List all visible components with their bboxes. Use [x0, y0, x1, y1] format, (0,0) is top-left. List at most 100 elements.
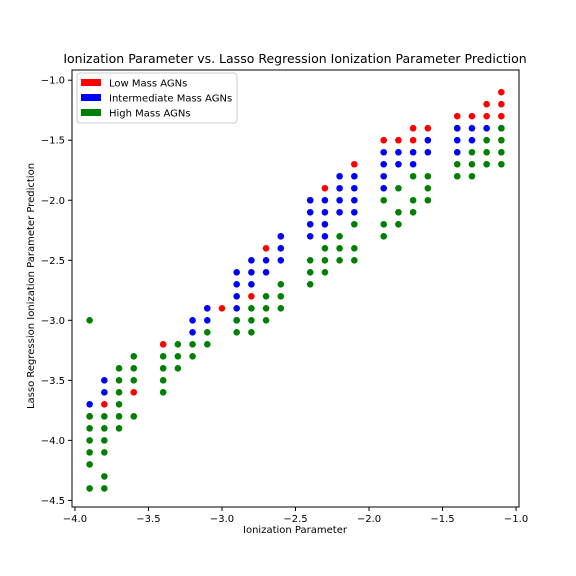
data-point	[86, 413, 93, 420]
y-tick-label: −1.5	[41, 136, 65, 147]
data-point	[498, 149, 505, 156]
data-point	[86, 317, 93, 324]
data-point	[278, 245, 285, 252]
data-point	[498, 161, 505, 168]
data-point	[160, 389, 167, 396]
y-tick-label: −2.5	[41, 256, 65, 267]
data-point	[278, 281, 285, 288]
data-point	[116, 365, 123, 372]
data-point	[498, 89, 505, 96]
data-point	[101, 449, 108, 456]
data-point	[483, 137, 490, 144]
data-point	[175, 365, 182, 372]
data-point	[410, 209, 417, 216]
y-tick-label: −2.0	[41, 196, 65, 207]
data-point	[307, 281, 314, 288]
data-point	[395, 161, 402, 168]
data-point	[101, 413, 108, 420]
data-point	[483, 113, 490, 120]
data-point	[233, 317, 240, 324]
x-tick-label: −1.0	[504, 514, 528, 525]
data-point	[233, 281, 240, 288]
data-point	[263, 305, 270, 312]
data-point	[160, 377, 167, 384]
data-point	[425, 137, 432, 144]
data-point	[425, 149, 432, 156]
data-point	[307, 269, 314, 276]
legend-swatch	[81, 79, 101, 86]
data-point	[454, 173, 461, 180]
data-point	[101, 437, 108, 444]
data-point	[116, 413, 123, 420]
y-axis-label: Lasso Regression Ionization Parameter Pr…	[26, 163, 37, 409]
legend-label: Intermediate Mass AGNs	[109, 94, 232, 105]
data-point	[278, 293, 285, 300]
data-point	[86, 401, 93, 408]
y-tick-label: −4.0	[41, 436, 65, 447]
data-point	[322, 233, 329, 240]
data-point	[116, 425, 123, 432]
data-point	[189, 341, 196, 348]
data-point	[483, 161, 490, 168]
x-tick-label: −1.5	[430, 514, 454, 525]
data-point	[175, 353, 182, 360]
data-point	[410, 173, 417, 180]
legend-label: Low Mass AGNs	[109, 79, 187, 90]
data-point	[278, 257, 285, 264]
data-point	[307, 257, 314, 264]
data-point	[469, 149, 476, 156]
data-point	[160, 341, 167, 348]
data-point	[116, 377, 123, 384]
data-point	[322, 269, 329, 276]
data-point	[130, 353, 137, 360]
data-point	[322, 245, 329, 252]
data-point	[189, 329, 196, 336]
data-point	[233, 329, 240, 336]
data-point	[322, 185, 329, 192]
data-point	[130, 413, 137, 420]
data-point	[351, 197, 358, 204]
data-point	[263, 293, 270, 300]
data-point	[498, 125, 505, 132]
data-point	[86, 437, 93, 444]
data-point	[410, 197, 417, 204]
data-point	[351, 245, 358, 252]
data-point	[425, 173, 432, 180]
data-point	[469, 137, 476, 144]
data-point	[395, 221, 402, 228]
data-point	[469, 161, 476, 168]
data-point	[469, 113, 476, 120]
data-point	[263, 317, 270, 324]
data-point	[278, 233, 285, 240]
data-point	[307, 209, 314, 216]
data-point	[248, 281, 255, 288]
data-point	[410, 149, 417, 156]
data-point	[380, 233, 387, 240]
data-point	[351, 221, 358, 228]
data-point	[130, 389, 137, 396]
data-point	[189, 353, 196, 360]
data-point	[380, 161, 387, 168]
data-point	[454, 137, 461, 144]
data-point	[116, 389, 123, 396]
data-point	[410, 137, 417, 144]
data-point	[380, 173, 387, 180]
data-point	[483, 125, 490, 132]
legend-swatch	[81, 109, 101, 116]
data-point	[204, 341, 211, 348]
data-point	[86, 449, 93, 456]
data-point	[86, 425, 93, 432]
data-point	[454, 149, 461, 156]
data-point	[425, 185, 432, 192]
data-point	[248, 257, 255, 264]
chart-title: Ionization Parameter vs. Lasso Regressio…	[63, 51, 526, 66]
x-tick-label: −2.5	[283, 514, 307, 525]
data-point	[101, 389, 108, 396]
data-point	[336, 197, 343, 204]
data-point	[130, 377, 137, 384]
y-tick-label: −1.0	[41, 76, 65, 87]
x-tick-label: −3.5	[136, 514, 160, 525]
data-point	[204, 317, 211, 324]
data-point	[160, 365, 167, 372]
data-point	[322, 209, 329, 216]
